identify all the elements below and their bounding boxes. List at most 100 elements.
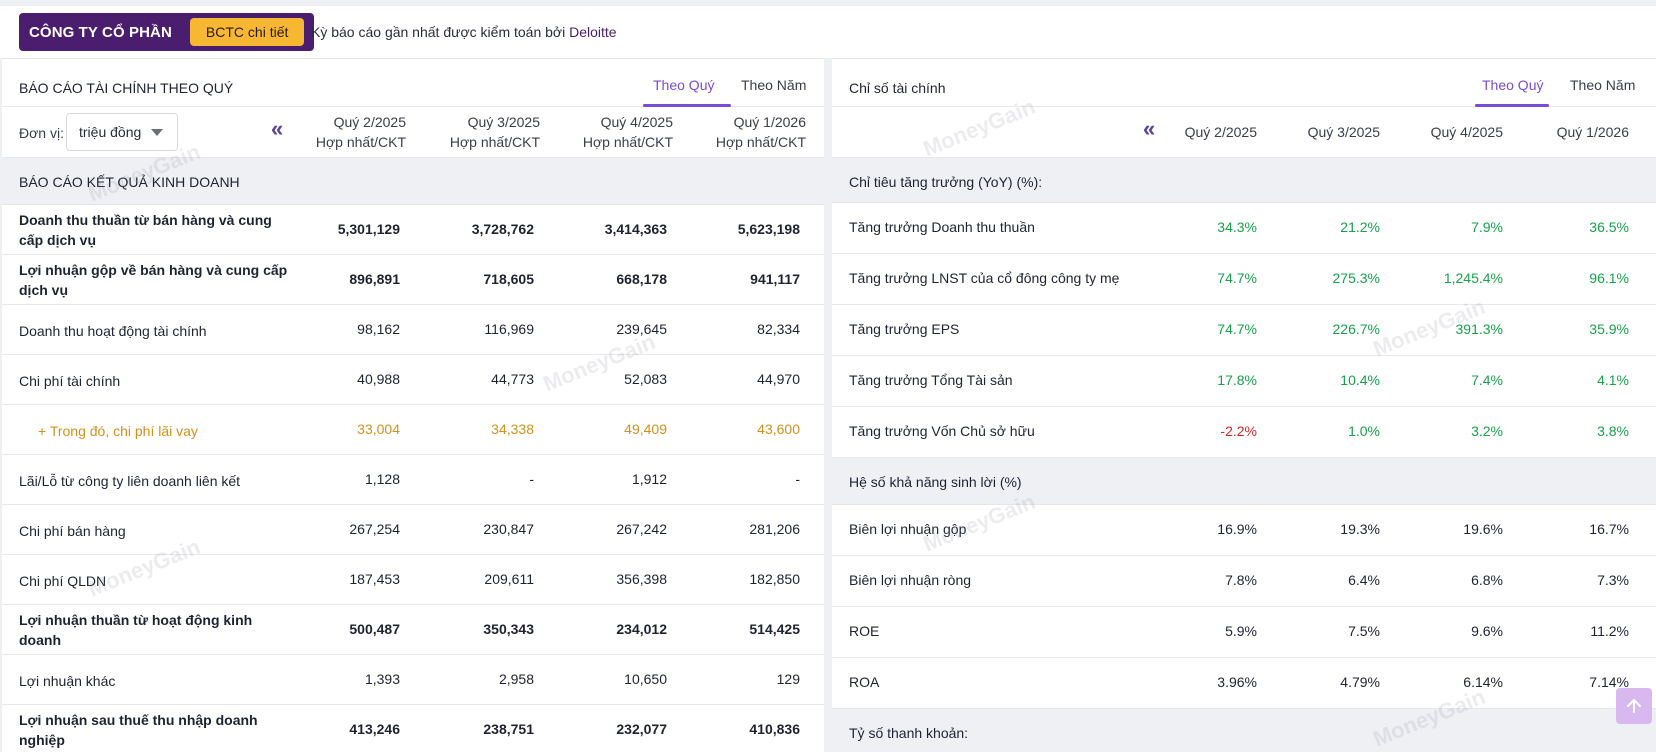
top-bar: CÔNG TY CỔ PHẦN BCTC chi tiết Kỳ báo cáo… [0, 6, 1656, 58]
tab-quarterly[interactable]: Theo Quý [1482, 77, 1544, 93]
table-cell: 391.3% [1455, 321, 1503, 337]
table-cell: 3,728,762 [471, 221, 534, 237]
row-label: Lợi nhuận sau thuế thu nhập doanh nghiệp [19, 712, 258, 748]
table-cell: 49,409 [624, 421, 667, 437]
table-cell: 3.2% [1471, 423, 1503, 439]
table-row: + Trong đó, chi phí lãi vay 33,004 34,338 4… [2, 405, 824, 455]
table-cell: 232,077 [616, 721, 667, 737]
table-cell: 21.2% [1340, 219, 1380, 235]
table-cell: 36.5% [1589, 219, 1629, 235]
table-cell: 10.4% [1340, 372, 1380, 388]
column-header: Đơn vị: triệu đồng « Quý 2/2025 Hợp nhất/… [2, 107, 824, 158]
table-cell: 33,004 [357, 421, 400, 437]
table-cell: - [529, 471, 534, 487]
section-header: Hệ số khả năng sinh lời (%) [832, 458, 1656, 505]
table-cell: 350,343 [483, 621, 534, 637]
table-cell: 275.3% [1332, 270, 1380, 286]
table-row: Chi phí QLDN 187,453 209,611 356,398 182,850 [2, 555, 824, 605]
row-label: + Trong đó, chi phí lãi vay [38, 423, 198, 439]
table-cell: 6.8% [1471, 572, 1503, 588]
table-cell: 11.2% [1590, 623, 1629, 639]
table-cell: 941,117 [750, 271, 800, 287]
panel-header: BÁO CÁO TÀI CHÍNH THEO QUÝ Theo Quý Theo… [2, 59, 824, 107]
table-cell: 96.1% [1589, 270, 1629, 286]
tab-yearly[interactable]: Theo Năm [1570, 77, 1636, 93]
unit-label: Đơn vị: [19, 125, 64, 141]
table-row: Tăng trưởng Tổng Tài sản 17.8% 10.4% 7.4% 4.… [832, 356, 1656, 407]
table-cell: 7.5% [1348, 623, 1380, 639]
table-row: Tăng trưởng EPS 74.7% 226.7% 391.3% 35.9% [832, 305, 1656, 356]
double-chevron-left-icon[interactable]: « [271, 116, 284, 141]
period-header: Quý 4/2025 Hợp nhất/CKT [582, 114, 673, 150]
panel-title: BÁO CÁO TÀI CHÍNH THEO QUÝ [19, 80, 234, 96]
table-cell: 410,836 [749, 721, 800, 737]
row-label: Lợi nhuận thuần từ hoạt động kinh doanh [19, 612, 253, 648]
table-cell: 16.9% [1217, 521, 1257, 537]
audit-info: Kỳ báo cáo gần nhất được kiểm toán bởi D… [311, 24, 617, 40]
bctc-detail-button[interactable]: BCTC chi tiết [189, 18, 305, 46]
table-cell: 356,398 [616, 571, 667, 587]
table-row: Doanh thu thuần từ bán hàng và cung cấp … [2, 205, 824, 255]
table-cell: 9.6% [1471, 623, 1503, 639]
period-header: Quý 2/2025 [1184, 124, 1257, 140]
table-cell: 19.3% [1340, 521, 1380, 537]
unit-select[interactable]: triệu đồng [66, 113, 178, 151]
table-row: Lợi nhuận sau thuế thu nhập doanh nghiệp… [2, 705, 824, 752]
tab-quarterly[interactable]: Theo Quý [653, 77, 715, 93]
table-cell: 3.8% [1597, 423, 1629, 439]
audit-prefix: Kỳ báo cáo gần nhất được kiểm toán bởi [311, 24, 566, 40]
table-cell: 238,751 [483, 721, 534, 737]
table-cell: 187,453 [349, 571, 400, 587]
table-cell: 82,334 [757, 321, 800, 337]
tab-yearly[interactable]: Theo Năm [741, 77, 807, 93]
table-cell: 1,912 [631, 471, 667, 487]
table-cell: 239,645 [616, 321, 667, 337]
profitability-table: Biên lợi nhuận gộp 16.9% 19.3% 19.6% 16.7% Bi… [832, 505, 1656, 709]
table-cell: 896,891 [349, 271, 400, 287]
table-cell: 7.4% [1471, 372, 1503, 388]
table-row: Biên lợi nhuận gộp 16.9% 19.3% 19.6% 16.7% [832, 505, 1656, 556]
table-row: Chi phí tài chính 40,988 44,773 52,083 44,97… [2, 355, 824, 405]
table-cell: 182,850 [749, 571, 800, 587]
section-header: Chỉ tiêu tăng trưởng (YoY) (%): [832, 158, 1656, 203]
table-cell: 44,970 [757, 371, 800, 387]
period-header: Quý 1/2026 Hợp nhất/CKT [715, 114, 806, 150]
row-label: Tăng trưởng LNST của cổ đông công ty mẹ [849, 270, 1120, 286]
table-row: Lợi nhuận khác 1,393 2,958 10,650 129 [2, 655, 824, 705]
table-cell: 74.7% [1217, 321, 1257, 337]
table-cell: 7.9% [1471, 219, 1503, 235]
table-cell: 74.7% [1217, 270, 1257, 286]
table-row: Tăng trưởng LNST của cổ đông công ty mẹ 7… [832, 254, 1656, 305]
table-cell: 5,623,198 [737, 221, 800, 237]
table-cell: 43,600 [757, 421, 800, 437]
row-label: Chi phí QLDN [19, 573, 107, 589]
table-cell: 281,206 [749, 521, 800, 537]
table-cell: 7.3% [1597, 572, 1629, 588]
table-cell: 4.79% [1340, 674, 1380, 690]
table-cell: 17.8% [1217, 372, 1257, 388]
section-header: Tỷ số thanh khoản: [832, 709, 1656, 752]
table-cell: 230,847 [483, 521, 534, 537]
table-row: Doanh thu hoạt động tài chính 98,162 116,9… [2, 305, 824, 355]
table-row: Tăng trưởng Vốn Chủ sở hữu -2.2% 1.0% 3.2% 3… [832, 407, 1656, 458]
table-row: ROA 3.96% 4.79% 6.14% 7.14% [832, 658, 1656, 709]
double-chevron-left-icon[interactable]: « [1143, 116, 1156, 141]
row-label: Biên lợi nhuận gộp [849, 521, 967, 537]
table-cell: 116,969 [484, 321, 534, 337]
period-header: Quý 4/2025 [1430, 124, 1503, 140]
active-tab-indicator [1475, 104, 1549, 107]
table-row: ROE 5.9% 7.5% 9.6% 11.2% [832, 607, 1656, 658]
row-label: Tăng trưởng EPS [849, 321, 960, 337]
table-cell: 6.14% [1463, 674, 1503, 690]
table-cell: 19.6% [1463, 521, 1503, 537]
table-cell: 4.1% [1597, 372, 1629, 388]
row-label: Lợi nhuận gộp về bán hàng và cung cấp dị… [19, 262, 288, 298]
table-row: Lợi nhuận gộp về bán hàng và cung cấp dị… [2, 255, 824, 305]
row-label: Doanh thu thuần từ bán hàng và cung cấp … [19, 212, 272, 248]
row-label: Lợi nhuận khác [19, 673, 116, 689]
scroll-to-top-button[interactable] [1616, 688, 1652, 724]
column-header: « Quý 2/2025 Quý 3/2025 Quý 4/2025 Quý 1… [832, 107, 1656, 158]
table-cell: 234,012 [616, 621, 667, 637]
unit-value: triệu đồng [79, 124, 142, 140]
table-cell: 209,611 [484, 571, 534, 587]
